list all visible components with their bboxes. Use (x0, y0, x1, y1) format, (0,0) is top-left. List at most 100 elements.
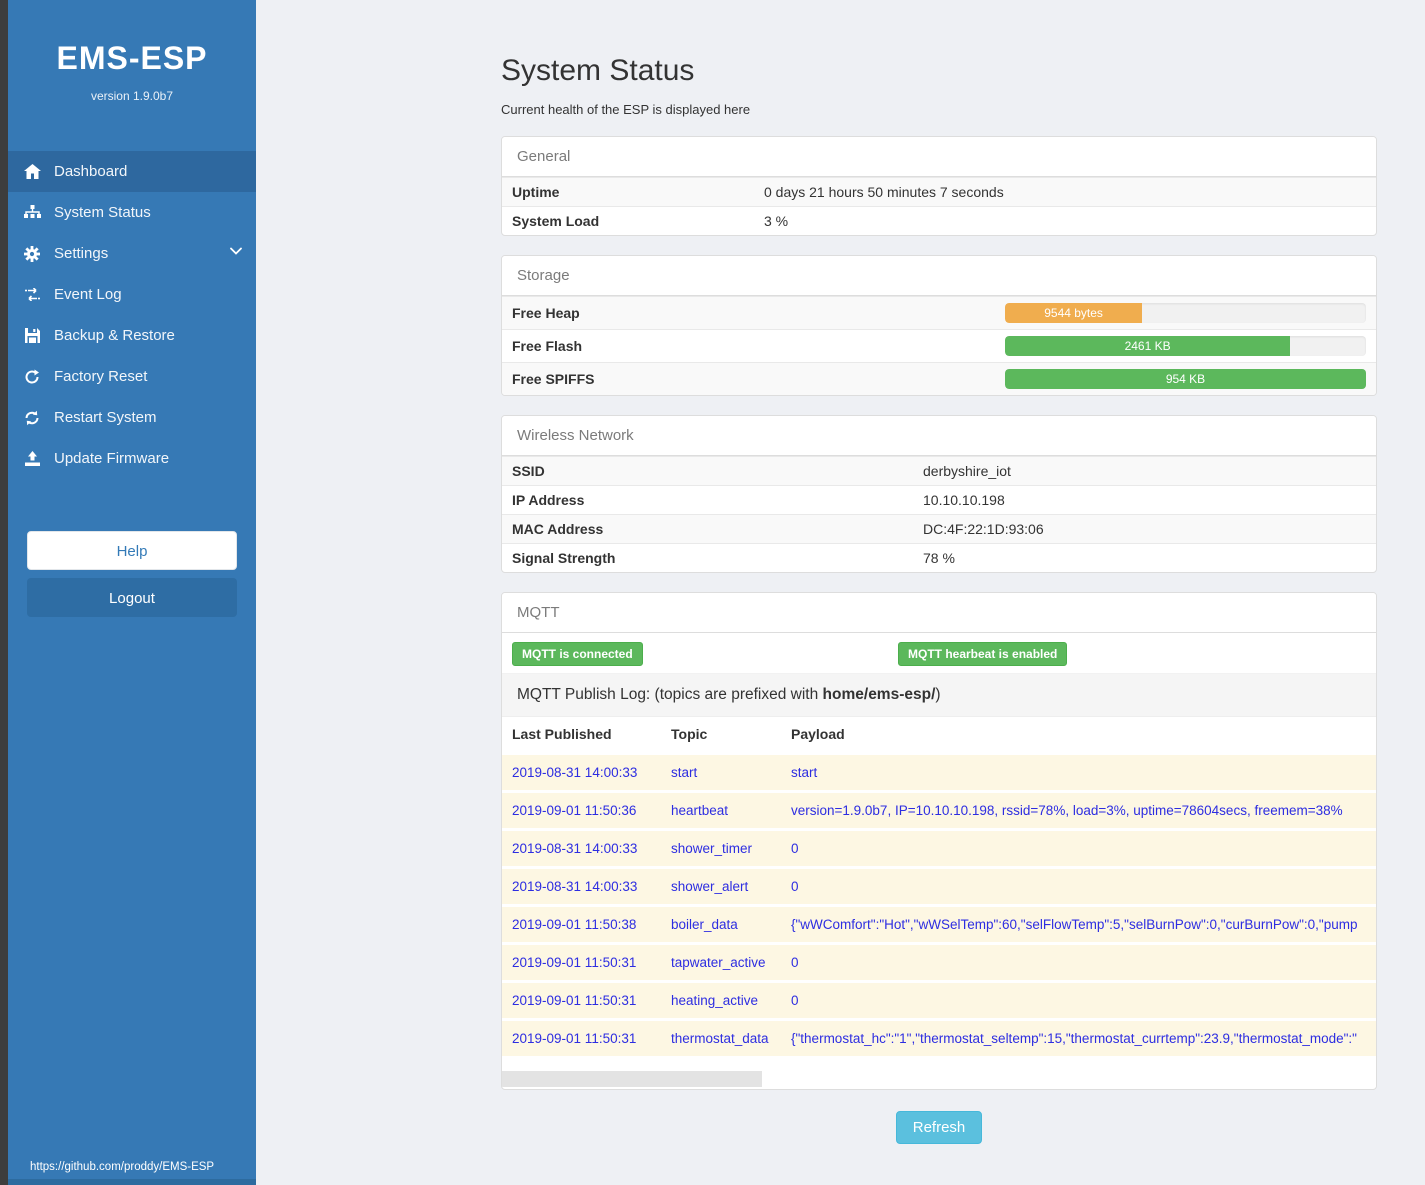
log-time: 2019-09-01 11:50:31 (502, 1018, 661, 1056)
github-link[interactable]: https://github.com/proddy/EMS-ESP (30, 1161, 215, 1173)
redo-icon (22, 369, 42, 385)
row-label: MAC Address (502, 514, 913, 544)
table-row: MAC Address DC:4F:22:1D:93:06 (502, 514, 1376, 544)
free-flash-progressbar: 2461 KB (1005, 336, 1366, 356)
sidebar-item-label: System Status (54, 204, 151, 221)
window-edge-strip (0, 0, 8, 1185)
progress-fill: 2461 KB (1005, 336, 1291, 356)
caption-suffix: ) (935, 686, 941, 703)
row-value: 9544 bytes (995, 296, 1376, 330)
progress-fill: 9544 bytes (1005, 303, 1143, 323)
sidebar-item-backup-restore[interactable]: Backup & Restore (8, 315, 256, 356)
progress-fill: 954 KB (1005, 369, 1366, 389)
log-topic: tapwater_active (661, 942, 781, 982)
row-value: 0 days 21 hours 50 minutes 7 seconds (754, 177, 1376, 207)
sidebar-item-label: Event Log (54, 286, 122, 303)
log-topic: shower_alert (661, 866, 781, 906)
sidebar-item-label: Factory Reset (54, 368, 148, 385)
log-payload: 0 (781, 942, 1376, 982)
row-label: System Load (502, 206, 754, 235)
log-payload: start (781, 752, 1376, 792)
table-row: 2019-09-01 11:50:31 thermostat_data {"th… (502, 1018, 1376, 1056)
mqtt-heartbeat-badge: MQTT hearbeat is enabled (898, 642, 1068, 666)
sidebar-item-factory-reset[interactable]: Factory Reset (8, 356, 256, 397)
app-title: EMS-ESP (56, 40, 208, 76)
log-time: 2019-09-01 11:50:38 (502, 904, 661, 944)
row-value: 2461 KB (995, 329, 1376, 363)
log-topic: shower_timer (661, 828, 781, 868)
sidebar-item-settings[interactable]: Settings (8, 233, 256, 274)
row-label: Free Flash (502, 329, 995, 363)
table-row: 2019-09-01 11:50:31 heating_active 0 (502, 980, 1376, 1020)
main-content: System Status Current health of the ESP … (256, 0, 1425, 1185)
table-row: Free Flash 2461 KB (502, 329, 1376, 363)
app-version: version 1.9.0b7 (90, 89, 174, 103)
log-payload: 0 (781, 828, 1376, 868)
sidebar-nav: Dashboard System Status (8, 151, 256, 479)
row-value: DC:4F:22:1D:93:06 (913, 514, 1376, 544)
sidebar-item-dashboard[interactable]: Dashboard (8, 151, 256, 192)
log-topic: heating_active (661, 980, 781, 1020)
table-row: 2019-08-31 14:00:33 shower_timer 0 (502, 828, 1376, 868)
row-value: 78 % (913, 543, 1376, 572)
table-row: 2019-09-01 11:50:36 heartbeat version=1.… (502, 790, 1376, 830)
row-value: 10.10.10.198 (913, 485, 1376, 515)
panel-storage: Storage Free Heap 9544 bytes Free Flash … (501, 255, 1377, 396)
sync-icon (22, 410, 42, 426)
log-topic: thermostat_data (661, 1018, 781, 1056)
horizontal-scrollbar-thumb[interactable] (502, 1071, 762, 1087)
sitemap-icon (22, 205, 42, 221)
table-row: Signal Strength 78 % (502, 543, 1376, 572)
table-row: System Load 3 % (502, 206, 1376, 235)
panel-general-title: General (502, 137, 1376, 177)
mqtt-log-caption: MQTT Publish Log: (topics are prefixed w… (502, 674, 1376, 717)
logout-button[interactable]: Logout (27, 578, 237, 617)
panel-general: General Uptime 0 days 21 hours 50 minute… (501, 136, 1377, 236)
table-row: SSID derbyshire_iot (502, 456, 1376, 486)
panel-mqtt: MQTT MQTT is connected MQTT hearbeat is … (501, 592, 1377, 1090)
home-icon (22, 164, 42, 180)
log-topic: start (661, 752, 781, 792)
table-row: 2019-09-01 11:50:31 tapwater_active 0 (502, 942, 1376, 982)
log-payload: {"thermostat_hc":"1","thermostat_seltemp… (781, 1018, 1376, 1056)
table-header-row: Last Published Topic Payload (502, 717, 1376, 754)
chevron-down-icon (230, 247, 242, 255)
log-payload: version=1.9.0b7, IP=10.10.10.198, rssid=… (781, 790, 1376, 830)
row-label: Uptime (502, 177, 754, 207)
sidebar-item-restart-system[interactable]: Restart System (8, 397, 256, 438)
mqtt-badges-row: MQTT is connected MQTT hearbeat is enabl… (502, 633, 1376, 674)
panel-storage-title: Storage (502, 256, 1376, 296)
sidebar-item-update-firmware[interactable]: Update Firmware (8, 438, 256, 479)
mqtt-connected-badge: MQTT is connected (512, 642, 643, 666)
table-row: 2019-09-01 11:50:38 boiler_data {"wWComf… (502, 904, 1376, 944)
log-time: 2019-08-31 14:00:33 (502, 866, 661, 906)
sidebar-item-event-log[interactable]: Event Log (8, 274, 256, 315)
table-row: 2019-08-31 14:00:33 start start (502, 752, 1376, 792)
row-label: Signal Strength (502, 543, 913, 572)
table-row: IP Address 10.10.10.198 (502, 485, 1376, 515)
row-label: Free SPIFFS (502, 362, 995, 395)
mqtt-publish-log-table: Last Published Topic Payload 2019-08-31 … (502, 717, 1376, 1056)
column-header-payload: Payload (781, 717, 1376, 754)
upload-icon (22, 451, 42, 467)
sidebar-item-label: Settings (54, 245, 109, 262)
column-header-topic: Topic (661, 717, 781, 754)
exchange-arrows-icon (22, 287, 42, 303)
table-row: Free Heap 9544 bytes (502, 296, 1376, 330)
sidebar-item-system-status[interactable]: System Status (8, 192, 256, 233)
panel-wireless: Wireless Network SSID derbyshire_iot IP … (501, 415, 1377, 573)
refresh-button[interactable]: Refresh (895, 1111, 983, 1144)
log-topic: heartbeat (661, 790, 781, 830)
log-time: 2019-09-01 11:50:31 (502, 980, 661, 1020)
table-row: Free SPIFFS 954 KB (502, 362, 1376, 395)
brand: EMS-ESP version 1.9.0b7 (8, 0, 256, 103)
sidebar-item-label: Update Firmware (54, 450, 170, 467)
panel-wireless-title: Wireless Network (502, 416, 1376, 456)
sidebar-item-label: Backup & Restore (54, 327, 175, 344)
horizontal-scrollbar-track (502, 1071, 1376, 1087)
row-value: 3 % (754, 206, 1376, 235)
table-row: 2019-08-31 14:00:33 shower_alert 0 (502, 866, 1376, 906)
row-label: IP Address (502, 485, 913, 515)
panel-mqtt-title: MQTT (502, 593, 1376, 633)
help-button[interactable]: Help (27, 531, 237, 570)
